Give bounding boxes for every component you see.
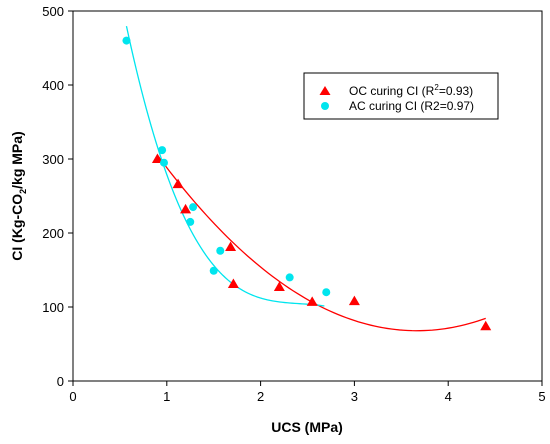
data-point-ac [209, 266, 218, 275]
data-point-ac [158, 146, 167, 155]
x-axis-title: UCS (MPa) [271, 419, 343, 435]
x-tick-label: 1 [163, 389, 170, 404]
y-tick-label: 300 [42, 152, 64, 167]
x-tick-label: 5 [538, 389, 545, 404]
y-tick-label: 0 [57, 374, 64, 389]
plot-area [72, 10, 543, 382]
y-tick-label: 200 [42, 226, 64, 241]
y-tick-label: 400 [42, 78, 64, 93]
data-point-ac [322, 288, 331, 297]
data-point-oc [348, 295, 360, 306]
legend-label-ac: AC curing CI (R2=0.97) [349, 99, 474, 113]
legend-marker-oc [319, 86, 331, 95]
data-point-ac [216, 246, 225, 255]
legend-box [303, 72, 499, 120]
data-point-oc [480, 320, 492, 331]
data-point-ac [186, 217, 195, 226]
x-tick-label: 2 [257, 389, 264, 404]
x-tick-label: 3 [351, 389, 358, 404]
data-point-ac [189, 203, 198, 212]
data-point-oc [172, 178, 184, 189]
x-tick-label: 4 [445, 389, 452, 404]
data-point-ac [159, 158, 168, 167]
data-point-oc [227, 278, 239, 289]
data-point-oc [151, 153, 163, 163]
legend: OC curing CI (R2=0.93) AC curing CI (R2=… [303, 72, 499, 120]
legend-label-oc: OC curing CI (R2=0.93) [349, 83, 473, 98]
data-point-ac [285, 273, 294, 282]
y-tick-label: 500 [42, 4, 64, 19]
legend-marker-ac [321, 102, 329, 110]
y-axis-title: CI (Kg-CO2/kg MPa) [9, 131, 28, 260]
data-point-oc [306, 296, 318, 306]
x-tick-label: 0 [69, 389, 76, 404]
data-point-ac [122, 36, 131, 45]
data-point-oc [273, 281, 285, 292]
fit-line-oc [156, 154, 486, 332]
y-tick-label: 100 [42, 300, 64, 315]
data-point-oc [180, 203, 192, 214]
data-point-oc [225, 241, 237, 252]
